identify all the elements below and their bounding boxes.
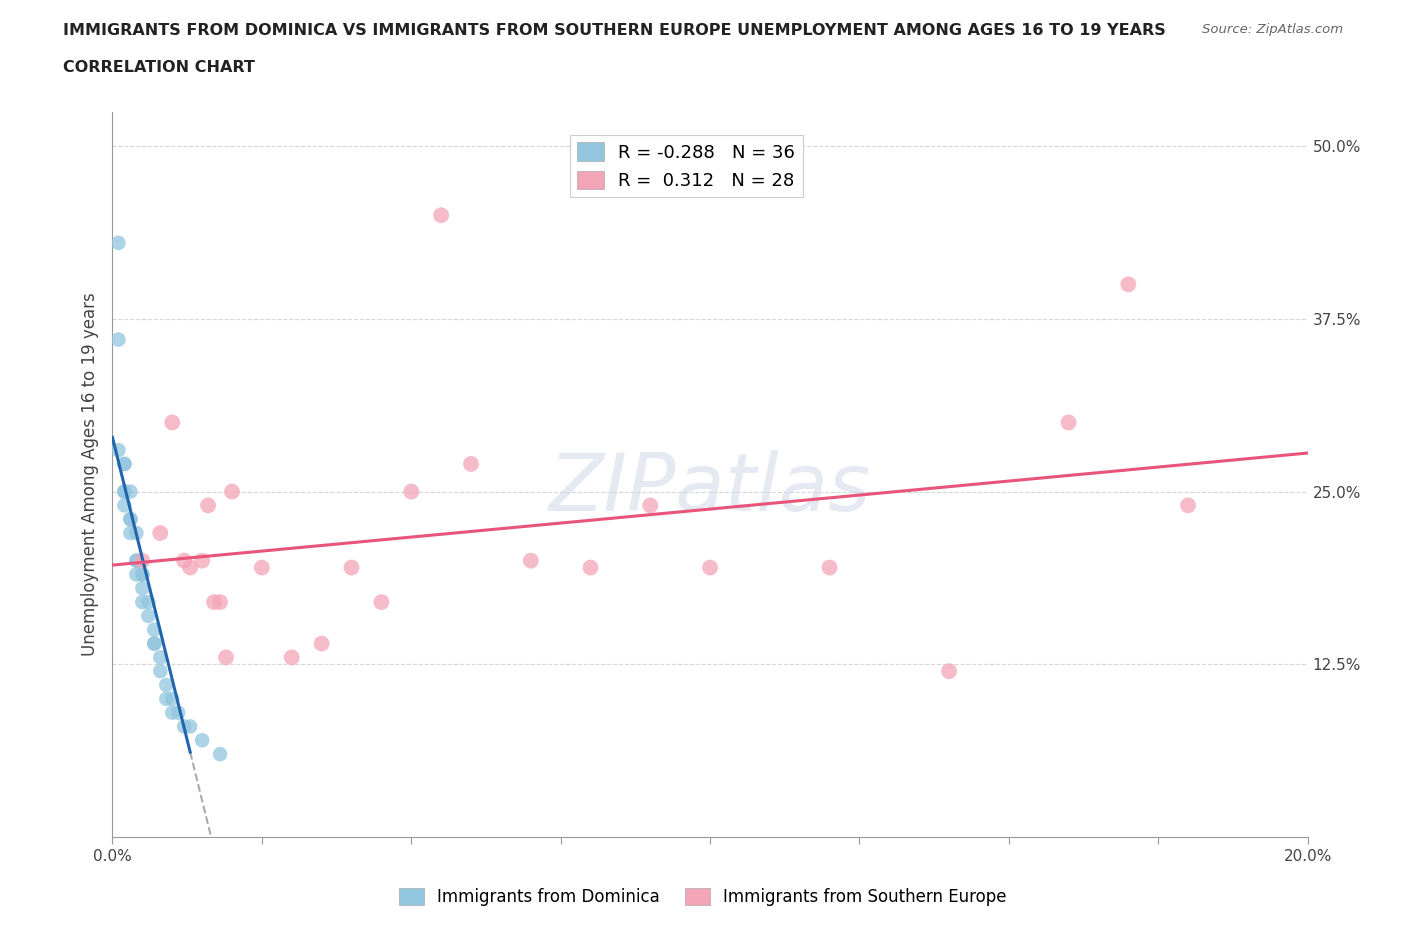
Point <box>215 650 238 665</box>
Text: IMMIGRANTS FROM DOMINICA VS IMMIGRANTS FROM SOUTHERN EUROPE UNEMPLOYMENT AMONG A: IMMIGRANTS FROM DOMINICA VS IMMIGRANTS F… <box>63 23 1166 38</box>
Point <box>125 567 148 582</box>
Point <box>209 594 232 609</box>
Point <box>120 485 142 499</box>
Text: CORRELATION CHART: CORRELATION CHART <box>63 60 254 75</box>
Point <box>138 594 160 609</box>
Point <box>120 512 142 526</box>
Point <box>640 498 662 512</box>
Point <box>202 594 225 609</box>
Point <box>114 457 135 472</box>
Point <box>209 747 232 762</box>
Point <box>155 678 177 693</box>
Legend: Immigrants from Dominica, Immigrants from Southern Europe: Immigrants from Dominica, Immigrants fro… <box>392 881 1014 912</box>
Point <box>143 636 166 651</box>
Point <box>131 567 153 582</box>
Point <box>143 622 166 637</box>
Point <box>149 664 172 679</box>
Point <box>191 733 214 748</box>
Point <box>155 691 177 706</box>
Text: ZIPatlas: ZIPatlas <box>548 450 872 528</box>
Point <box>114 498 135 512</box>
Point <box>520 553 543 568</box>
Point <box>179 560 201 575</box>
Point <box>340 560 363 575</box>
Point <box>131 581 153 596</box>
Point <box>143 636 166 651</box>
Legend: R = -0.288   N = 36, R =  0.312   N = 28: R = -0.288 N = 36, R = 0.312 N = 28 <box>569 135 803 197</box>
Point <box>579 560 602 575</box>
Point <box>197 498 219 512</box>
Point <box>162 691 183 706</box>
Point <box>370 594 392 609</box>
Point <box>281 650 304 665</box>
Point <box>107 235 129 250</box>
Point <box>818 560 841 575</box>
Text: Source: ZipAtlas.com: Source: ZipAtlas.com <box>1202 23 1343 36</box>
Point <box>173 719 195 734</box>
Point <box>107 332 129 347</box>
Point <box>250 560 273 575</box>
Point <box>138 608 160 623</box>
Point <box>938 664 960 679</box>
Point <box>114 485 135 499</box>
Point <box>1118 277 1140 292</box>
Point <box>699 560 721 575</box>
Point <box>125 553 148 568</box>
Point <box>114 457 135 472</box>
Point <box>1177 498 1199 512</box>
Point <box>131 553 153 568</box>
Point <box>179 719 201 734</box>
Point <box>173 553 195 568</box>
Point <box>125 553 148 568</box>
Point <box>191 553 214 568</box>
Point <box>401 485 423 499</box>
Point <box>430 207 453 222</box>
Point <box>114 485 135 499</box>
Point <box>460 457 482 472</box>
Point <box>1057 415 1080 430</box>
Point <box>162 415 183 430</box>
Point <box>120 512 142 526</box>
Point <box>120 525 142 540</box>
Point <box>221 485 243 499</box>
Point <box>107 443 129 458</box>
Point <box>149 525 172 540</box>
Point <box>149 650 172 665</box>
Point <box>131 567 153 582</box>
Point <box>167 705 190 720</box>
Point <box>125 525 148 540</box>
Y-axis label: Unemployment Among Ages 16 to 19 years: Unemployment Among Ages 16 to 19 years <box>80 292 98 657</box>
Point <box>311 636 333 651</box>
Point <box>162 705 183 720</box>
Point <box>131 594 153 609</box>
